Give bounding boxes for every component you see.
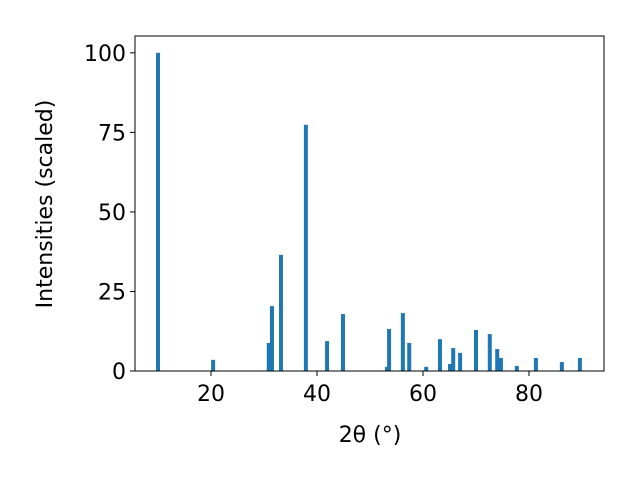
y-axis-label: Intensities (scaled) bbox=[33, 100, 58, 309]
x-axis-label: 2θ (°) bbox=[339, 423, 402, 448]
bar bbox=[474, 329, 479, 371]
bar bbox=[533, 357, 538, 371]
bar bbox=[495, 349, 500, 371]
bar bbox=[424, 366, 429, 371]
bar bbox=[559, 362, 564, 371]
bar bbox=[577, 357, 582, 371]
bar bbox=[387, 329, 392, 371]
bar bbox=[269, 306, 274, 371]
bar bbox=[487, 334, 492, 371]
bar bbox=[384, 366, 389, 371]
bar bbox=[400, 313, 405, 371]
bar bbox=[498, 357, 503, 371]
x-tick-label: 20 bbox=[197, 382, 225, 407]
bar bbox=[451, 348, 456, 371]
y-tick-label: 50 bbox=[98, 201, 126, 226]
bar bbox=[278, 254, 283, 371]
bar bbox=[211, 359, 216, 371]
plot-frame bbox=[134, 35, 605, 372]
y-tick-label: 75 bbox=[98, 121, 126, 146]
bar bbox=[514, 365, 519, 371]
bar bbox=[325, 341, 330, 371]
bar bbox=[448, 364, 453, 371]
y-tick-label: 100 bbox=[84, 42, 126, 67]
y-tick-label: 0 bbox=[112, 360, 126, 385]
x-tick-label: 80 bbox=[515, 382, 543, 407]
x-tick-label: 40 bbox=[303, 382, 331, 407]
bar bbox=[303, 124, 308, 371]
bar bbox=[156, 52, 161, 371]
bar bbox=[437, 339, 442, 371]
y-tick-label: 25 bbox=[98, 280, 126, 305]
bar bbox=[266, 343, 271, 371]
bar bbox=[407, 343, 412, 371]
bar bbox=[458, 352, 463, 371]
x-tick-label: 60 bbox=[409, 382, 437, 407]
bar bbox=[340, 314, 345, 371]
